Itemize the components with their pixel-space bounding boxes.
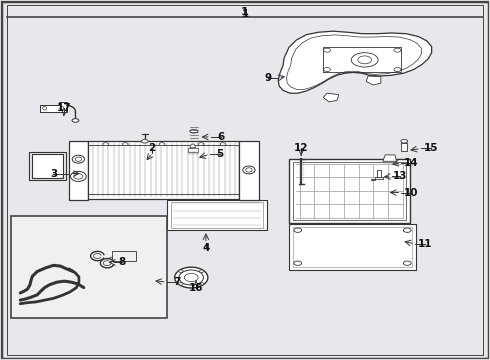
Ellipse shape bbox=[199, 270, 204, 273]
Polygon shape bbox=[239, 141, 259, 200]
Polygon shape bbox=[88, 141, 239, 199]
Bar bbox=[29, 152, 66, 180]
Bar bbox=[171, 202, 263, 228]
Text: 11: 11 bbox=[417, 239, 432, 249]
Text: 15: 15 bbox=[423, 143, 438, 153]
Ellipse shape bbox=[60, 107, 64, 110]
Ellipse shape bbox=[243, 166, 255, 174]
Bar bbox=[112, 251, 136, 261]
Ellipse shape bbox=[403, 261, 411, 265]
Text: 2: 2 bbox=[148, 143, 156, 153]
Ellipse shape bbox=[401, 139, 408, 143]
Ellipse shape bbox=[184, 273, 198, 282]
Text: 6: 6 bbox=[217, 132, 224, 142]
Polygon shape bbox=[371, 177, 383, 180]
Ellipse shape bbox=[159, 143, 165, 145]
Text: 12: 12 bbox=[294, 143, 308, 153]
Ellipse shape bbox=[294, 261, 302, 265]
Ellipse shape bbox=[122, 143, 128, 145]
Polygon shape bbox=[188, 148, 197, 152]
Bar bbox=[293, 226, 412, 267]
Ellipse shape bbox=[142, 139, 148, 143]
Ellipse shape bbox=[294, 228, 302, 232]
Ellipse shape bbox=[245, 168, 252, 172]
Polygon shape bbox=[40, 102, 67, 112]
Polygon shape bbox=[289, 224, 416, 270]
Polygon shape bbox=[323, 93, 339, 102]
Polygon shape bbox=[289, 159, 410, 223]
Text: 16: 16 bbox=[189, 283, 203, 293]
Ellipse shape bbox=[43, 107, 47, 110]
Polygon shape bbox=[278, 31, 432, 93]
Text: 8: 8 bbox=[118, 257, 125, 267]
Polygon shape bbox=[190, 144, 196, 148]
Ellipse shape bbox=[73, 155, 84, 163]
Polygon shape bbox=[377, 170, 381, 177]
Text: 5: 5 bbox=[216, 149, 223, 159]
Ellipse shape bbox=[324, 48, 331, 52]
Text: 4: 4 bbox=[202, 243, 210, 253]
Ellipse shape bbox=[179, 270, 183, 273]
Polygon shape bbox=[366, 76, 381, 85]
Polygon shape bbox=[383, 155, 396, 161]
Ellipse shape bbox=[75, 157, 81, 161]
Ellipse shape bbox=[199, 283, 204, 285]
Polygon shape bbox=[167, 200, 267, 230]
Text: 9: 9 bbox=[265, 73, 272, 83]
Text: 7: 7 bbox=[173, 277, 180, 287]
Ellipse shape bbox=[198, 143, 204, 145]
Ellipse shape bbox=[71, 171, 86, 181]
Bar bbox=[32, 154, 63, 178]
Ellipse shape bbox=[358, 56, 371, 64]
Polygon shape bbox=[11, 216, 167, 318]
Ellipse shape bbox=[179, 283, 183, 285]
Ellipse shape bbox=[179, 270, 203, 285]
Polygon shape bbox=[69, 141, 88, 200]
Polygon shape bbox=[401, 143, 407, 150]
Text: 10: 10 bbox=[404, 188, 418, 198]
Text: 3: 3 bbox=[50, 168, 57, 179]
Text: 13: 13 bbox=[393, 171, 408, 181]
Ellipse shape bbox=[324, 68, 331, 72]
Ellipse shape bbox=[220, 143, 226, 145]
Text: 14: 14 bbox=[404, 158, 418, 168]
Ellipse shape bbox=[394, 68, 401, 72]
Ellipse shape bbox=[72, 119, 79, 122]
Bar bbox=[293, 162, 406, 220]
Ellipse shape bbox=[103, 143, 109, 145]
Text: 1: 1 bbox=[242, 9, 248, 19]
Ellipse shape bbox=[403, 228, 411, 232]
Ellipse shape bbox=[190, 130, 197, 133]
Text: 1: 1 bbox=[241, 7, 249, 17]
Ellipse shape bbox=[74, 174, 83, 179]
Ellipse shape bbox=[394, 48, 401, 52]
Ellipse shape bbox=[351, 53, 378, 67]
Ellipse shape bbox=[174, 267, 208, 288]
Text: 17: 17 bbox=[57, 103, 72, 113]
